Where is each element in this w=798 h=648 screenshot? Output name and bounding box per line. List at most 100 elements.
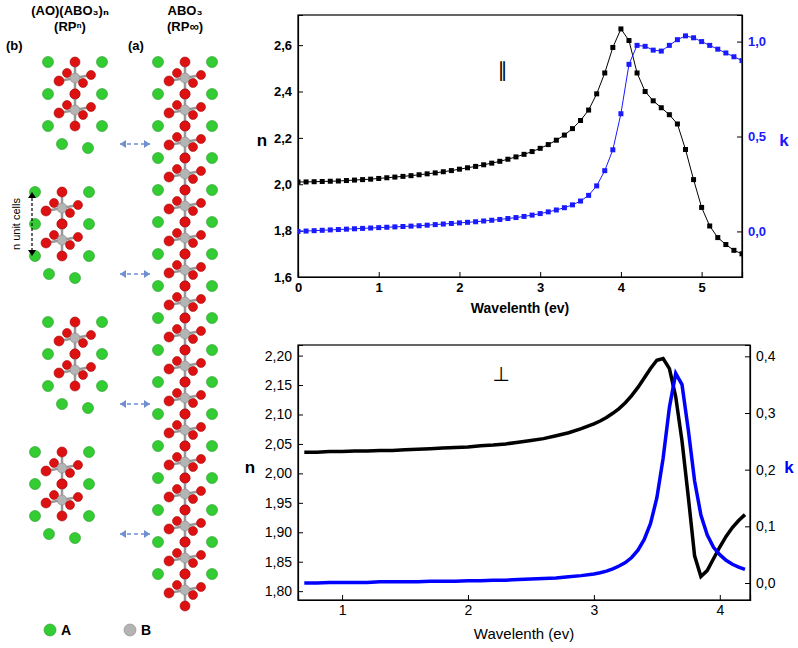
atom: [54, 368, 64, 378]
annotation: ∥: [498, 59, 508, 82]
atom: [189, 591, 198, 600]
marker: [635, 43, 640, 48]
atom: [180, 537, 190, 547]
atom: [70, 533, 81, 544]
tick-mark: [621, 272, 622, 277]
arrow-head: [120, 530, 126, 538]
atom: [189, 239, 198, 248]
marker: [376, 176, 381, 181]
marker: [731, 54, 736, 59]
atom: [87, 71, 96, 80]
marker: [481, 218, 486, 223]
column-label: (RP∞): [167, 19, 203, 34]
marker: [320, 179, 325, 184]
tick-label: 3: [537, 280, 544, 295]
atom: [180, 217, 190, 227]
plot-area: [298, 26, 742, 256]
tick-label: 1: [339, 602, 347, 618]
tick-mark: [342, 595, 343, 600]
marker: [497, 217, 502, 222]
atom: [164, 140, 174, 150]
atom: [164, 332, 174, 342]
tick-label: 1,0: [748, 34, 766, 49]
marker: [723, 242, 728, 247]
marker: [425, 223, 430, 228]
atom: [70, 273, 81, 284]
atom: [57, 139, 68, 150]
marker: [675, 121, 680, 126]
tick-label: 0,1: [756, 518, 776, 534]
marker: [667, 43, 672, 48]
atom: [43, 57, 54, 68]
tick-label: 2: [456, 280, 463, 295]
tick-label: 2,0: [274, 177, 292, 192]
tick-mark: [459, 272, 460, 277]
atom: [180, 345, 190, 355]
tick-mark: [737, 42, 742, 43]
tick-label: 2,20: [265, 348, 292, 364]
atom: [207, 185, 218, 196]
marker: [312, 228, 317, 233]
marker: [586, 108, 591, 113]
atom: [180, 505, 190, 515]
marker: [538, 146, 543, 151]
atom: [180, 601, 190, 611]
atom: [83, 403, 94, 414]
y2-axis-title: k: [779, 131, 789, 150]
atom: [74, 233, 83, 242]
chart: 0123451,61,82,02,22,42,60,00,51,0Wavelen…: [257, 15, 789, 316]
atom: [70, 89, 80, 99]
atom: [189, 143, 198, 152]
atom: [189, 335, 198, 344]
atom: [180, 185, 190, 195]
atom: [57, 511, 67, 521]
x-axis: 012345: [295, 272, 743, 295]
atom: [153, 153, 164, 164]
atom: [197, 71, 206, 80]
tick-mark: [745, 470, 750, 471]
span-label: n unit cells: [10, 198, 22, 250]
atom: [180, 313, 190, 323]
atom: [197, 231, 206, 240]
atom: [180, 249, 190, 259]
marker: [651, 48, 656, 53]
tick: 1,80: [265, 583, 303, 599]
atom: [44, 624, 56, 636]
tick-mark: [298, 45, 303, 46]
tick-label: 1,95: [265, 495, 292, 511]
atom: [57, 399, 68, 410]
atom: [41, 238, 51, 248]
atom: [197, 487, 206, 496]
marker: [715, 47, 720, 52]
marker: [449, 221, 454, 226]
marker: [643, 44, 648, 49]
atom: [153, 89, 164, 100]
y-axis-title: n: [245, 458, 255, 477]
series-line: [304, 373, 745, 583]
marker: [594, 183, 599, 188]
tick: 0,3: [745, 405, 776, 421]
atom: [164, 300, 174, 310]
marker: [417, 223, 422, 228]
column-label: (RPⁿ): [54, 19, 86, 34]
marker: [409, 224, 414, 229]
atom: [207, 121, 218, 132]
tick-label: 0,0: [756, 575, 776, 591]
marker: [304, 179, 309, 184]
marker: [546, 209, 551, 214]
marker: [409, 173, 414, 178]
marker: [336, 179, 341, 184]
atom: [79, 79, 88, 88]
atom: [153, 57, 164, 68]
y2-axis: 0,00,10,20,30,4: [745, 346, 776, 601]
atom: [207, 313, 218, 324]
marker: [328, 179, 333, 184]
marker: [667, 112, 672, 117]
tick: 2: [465, 595, 473, 618]
atom: [197, 551, 206, 560]
atom: [84, 219, 95, 230]
series-line: [298, 29, 742, 254]
atom: [180, 377, 190, 387]
marker: [513, 154, 518, 159]
atom: [87, 103, 96, 112]
